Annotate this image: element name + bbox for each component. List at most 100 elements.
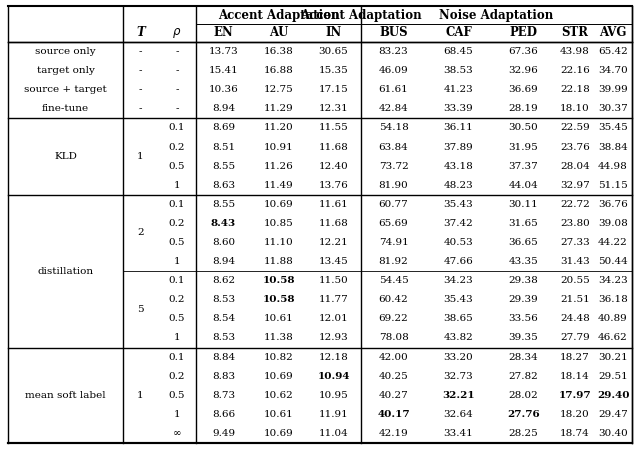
Text: 10.91: 10.91 — [264, 142, 293, 151]
Text: 54.45: 54.45 — [379, 276, 408, 285]
Text: fine-tune: fine-tune — [42, 104, 89, 113]
Text: 28.19: 28.19 — [509, 104, 538, 113]
Text: -: - — [175, 66, 179, 75]
Text: 11.91: 11.91 — [319, 410, 348, 419]
Text: 12.93: 12.93 — [319, 334, 348, 343]
Text: 32.64: 32.64 — [444, 410, 474, 419]
Text: 8.94: 8.94 — [212, 104, 235, 113]
Text: 29.47: 29.47 — [598, 410, 628, 419]
Text: -: - — [175, 85, 179, 94]
Text: distillation: distillation — [37, 267, 93, 276]
Text: 28.02: 28.02 — [509, 391, 538, 400]
Text: 0.5: 0.5 — [169, 391, 185, 400]
Text: 39.08: 39.08 — [598, 219, 628, 228]
Text: 28.25: 28.25 — [509, 429, 538, 438]
Text: AVG: AVG — [599, 26, 627, 40]
Text: 10.69: 10.69 — [264, 429, 293, 438]
Text: 46.62: 46.62 — [598, 334, 628, 343]
Text: 20.55: 20.55 — [560, 276, 590, 285]
Text: 0.1: 0.1 — [169, 123, 185, 132]
Text: IN: IN — [325, 26, 342, 40]
Text: 29.40: 29.40 — [596, 391, 629, 400]
Text: BUS: BUS — [379, 26, 408, 40]
Text: 11.55: 11.55 — [319, 123, 348, 132]
Text: 11.10: 11.10 — [264, 238, 293, 247]
Text: 10.82: 10.82 — [264, 352, 293, 361]
Text: 5: 5 — [137, 305, 144, 314]
Text: -: - — [139, 104, 142, 113]
Text: 1: 1 — [173, 257, 180, 266]
Text: 16.38: 16.38 — [264, 47, 293, 56]
Text: 67.36: 67.36 — [509, 47, 538, 56]
Text: 1: 1 — [173, 334, 180, 343]
Text: 15.41: 15.41 — [209, 66, 238, 75]
Text: 37.37: 37.37 — [509, 162, 538, 171]
Text: 10.58: 10.58 — [262, 276, 295, 285]
Text: 38.84: 38.84 — [598, 142, 628, 151]
Text: 41.23: 41.23 — [444, 85, 474, 94]
Text: 43.98: 43.98 — [560, 47, 590, 56]
Text: 15.35: 15.35 — [319, 66, 348, 75]
Text: 24.48: 24.48 — [560, 314, 590, 323]
Text: 38.53: 38.53 — [444, 66, 474, 75]
Text: 8.66: 8.66 — [212, 410, 235, 419]
Text: 13.45: 13.45 — [319, 257, 348, 266]
Text: AU: AU — [269, 26, 288, 40]
Text: 11.50: 11.50 — [319, 276, 348, 285]
Text: 8.84: 8.84 — [212, 352, 235, 361]
Text: CAF: CAF — [445, 26, 472, 40]
Text: 0.1: 0.1 — [169, 200, 185, 209]
Text: ∞: ∞ — [173, 429, 181, 438]
Text: 8.53: 8.53 — [212, 295, 235, 304]
Text: EN: EN — [214, 26, 234, 40]
Text: 44.98: 44.98 — [598, 162, 628, 171]
Text: 36.18: 36.18 — [598, 295, 628, 304]
Text: 32.97: 32.97 — [560, 180, 590, 190]
Text: 11.26: 11.26 — [264, 162, 293, 171]
Text: 69.22: 69.22 — [379, 314, 408, 323]
Text: 8.69: 8.69 — [212, 123, 235, 132]
Text: 13.73: 13.73 — [209, 47, 238, 56]
Text: 30.50: 30.50 — [509, 123, 538, 132]
Text: 40.17: 40.17 — [377, 410, 410, 419]
Text: 11.20: 11.20 — [264, 123, 293, 132]
Text: 0.2: 0.2 — [169, 372, 185, 381]
Text: 33.41: 33.41 — [444, 429, 474, 438]
Text: 22.18: 22.18 — [560, 85, 590, 94]
Text: 0.2: 0.2 — [169, 142, 185, 151]
Text: 39.35: 39.35 — [509, 334, 538, 343]
Text: 0.5: 0.5 — [169, 314, 185, 323]
Text: 32.73: 32.73 — [444, 372, 474, 381]
Text: STR: STR — [561, 26, 589, 40]
Text: 8.43: 8.43 — [211, 219, 236, 228]
Text: 10.85: 10.85 — [264, 219, 293, 228]
Text: 44.22: 44.22 — [598, 238, 628, 247]
Text: 60.42: 60.42 — [379, 295, 408, 304]
Text: 16.88: 16.88 — [264, 66, 293, 75]
Text: 12.01: 12.01 — [319, 314, 348, 323]
Text: 18.27: 18.27 — [560, 352, 590, 361]
Text: 83.23: 83.23 — [379, 47, 408, 56]
Text: source + target: source + target — [24, 85, 107, 94]
Text: 11.49: 11.49 — [264, 180, 293, 190]
Text: 8.73: 8.73 — [212, 391, 235, 400]
Text: Accent Adaptation: Accent Adaptation — [218, 9, 339, 22]
Text: 8.55: 8.55 — [212, 162, 235, 171]
Text: PED: PED — [509, 26, 538, 40]
Text: 44.04: 44.04 — [509, 180, 538, 190]
Text: 81.92: 81.92 — [379, 257, 408, 266]
Text: 1: 1 — [173, 180, 180, 190]
Text: 27.33: 27.33 — [560, 238, 590, 247]
Text: 10.36: 10.36 — [209, 85, 238, 94]
Text: 17.15: 17.15 — [319, 85, 348, 94]
Text: 1: 1 — [137, 152, 144, 161]
Text: 22.59: 22.59 — [560, 123, 590, 132]
Text: 31.95: 31.95 — [509, 142, 538, 151]
Text: 40.25: 40.25 — [379, 372, 408, 381]
Text: 31.65: 31.65 — [509, 219, 538, 228]
Text: 32.96: 32.96 — [509, 66, 538, 75]
Text: 12.75: 12.75 — [264, 85, 293, 94]
Text: 8.51: 8.51 — [212, 142, 235, 151]
Text: 0.1: 0.1 — [169, 352, 185, 361]
Text: 48.23: 48.23 — [444, 180, 474, 190]
